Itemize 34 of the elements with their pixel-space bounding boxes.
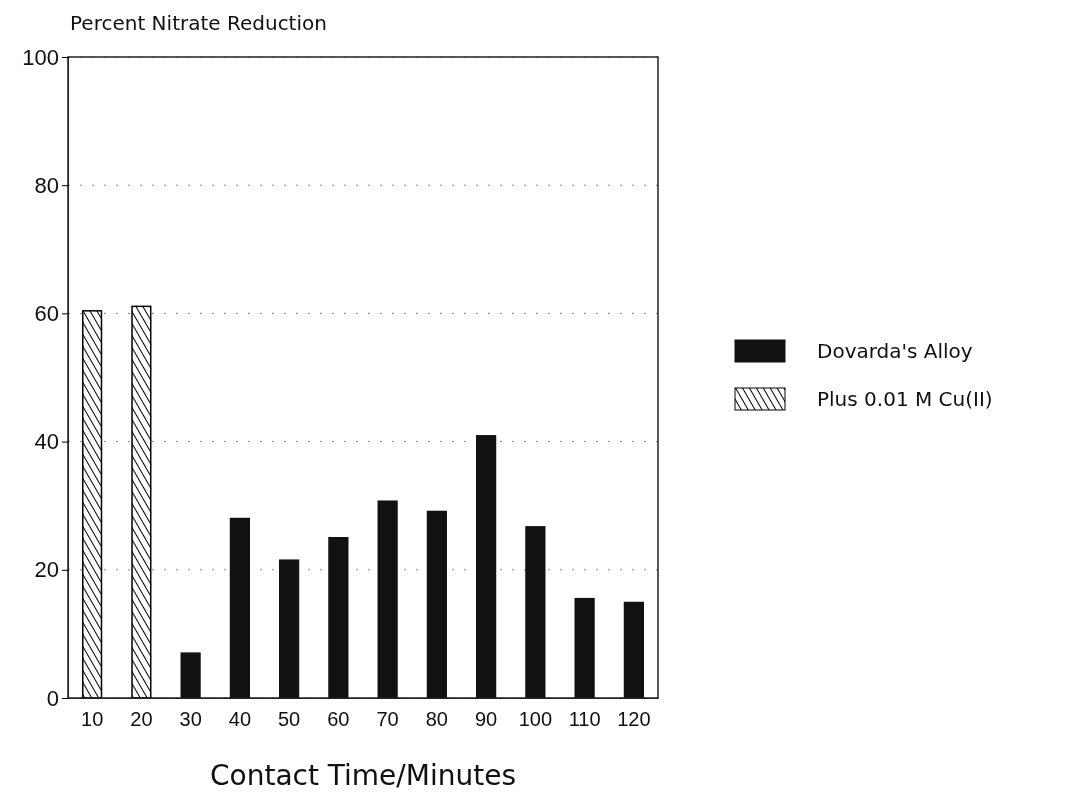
- bar: [525, 526, 546, 699]
- x-tick-label: 40: [228, 708, 251, 731]
- bar: [229, 517, 250, 699]
- y-tick-label: 40: [34, 429, 59, 455]
- x-tick-label: 80: [425, 708, 448, 731]
- x-tick-label: 110: [568, 708, 601, 731]
- bar: [377, 500, 398, 699]
- x-tick-label: 20: [130, 708, 153, 731]
- bar: [328, 537, 349, 699]
- x-tick-label: 100: [518, 708, 553, 731]
- x-tick-label: 50: [278, 708, 301, 731]
- x-tick-label: 90: [475, 708, 498, 731]
- bar: [131, 305, 152, 699]
- bar: [426, 510, 447, 699]
- bar: [574, 597, 595, 699]
- y-tick-label: 100: [22, 44, 59, 70]
- legend-label: Dovarda's Alloy: [817, 339, 973, 363]
- y-tick-label: 60: [34, 300, 59, 326]
- x-tick-label: 70: [376, 708, 399, 731]
- y-tick-label: 20: [34, 557, 59, 583]
- bar: [180, 652, 201, 699]
- bar: [476, 435, 497, 699]
- x-tick-label: 120: [617, 708, 651, 731]
- y-tick-label: 80: [34, 172, 59, 198]
- legend-label: Plus 0.01 M Cu(II): [817, 387, 993, 411]
- bar: [623, 601, 644, 699]
- bar: [279, 559, 300, 699]
- x-tick-label: 30: [179, 708, 202, 731]
- y-axis-title: Percent Nitrate Reduction: [70, 11, 327, 35]
- y-tick-label: 0: [46, 685, 59, 711]
- x-tick-label: 10: [81, 708, 104, 731]
- x-tick-label: 60: [327, 708, 350, 731]
- bar: [82, 310, 103, 699]
- x-axis-title: Contact Time/Minutes: [209, 759, 517, 792]
